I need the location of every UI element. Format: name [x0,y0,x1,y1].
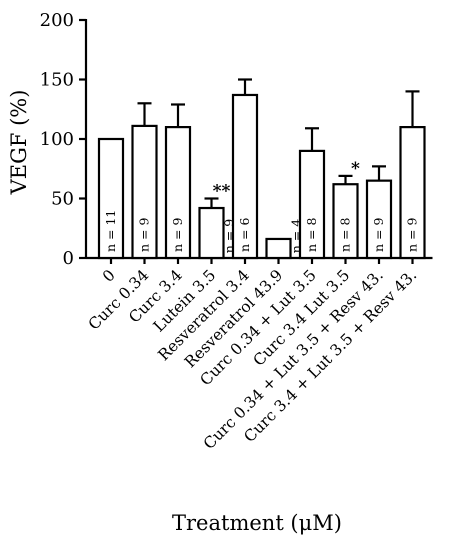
n-label: n = 9 [371,218,386,252]
significance-marker: ** [213,182,231,202]
significance-marker: * [351,159,360,179]
y-tick-label: 150 [40,70,74,91]
n-label: n = 8 [338,218,353,252]
y-tick-label: 200 [40,10,74,31]
n-label: n = 11 [103,210,118,252]
bar [198,206,225,260]
bar [298,149,326,260]
y-tick-label: 0 [63,248,74,269]
y-axis-title: VEGF (%) [7,90,31,196]
n-label: n = 8 [304,218,319,252]
y-tick-label: 50 [51,189,74,210]
n-label: n = 6 [237,218,252,252]
y-tick-label: 100 [40,129,74,150]
bar [332,183,359,260]
bar [365,179,393,260]
x-tick-label: 0 [99,266,119,286]
bar [164,125,192,260]
bar [131,124,158,260]
bar [231,93,259,260]
x-axis-title: Treatment (μM) [172,511,342,535]
n-label: n = 9 [137,218,152,252]
bar [97,137,125,260]
bar [399,125,426,260]
n-label: n = 9 [405,218,420,252]
n-label: n = 9 [170,218,185,252]
bar [265,237,292,260]
